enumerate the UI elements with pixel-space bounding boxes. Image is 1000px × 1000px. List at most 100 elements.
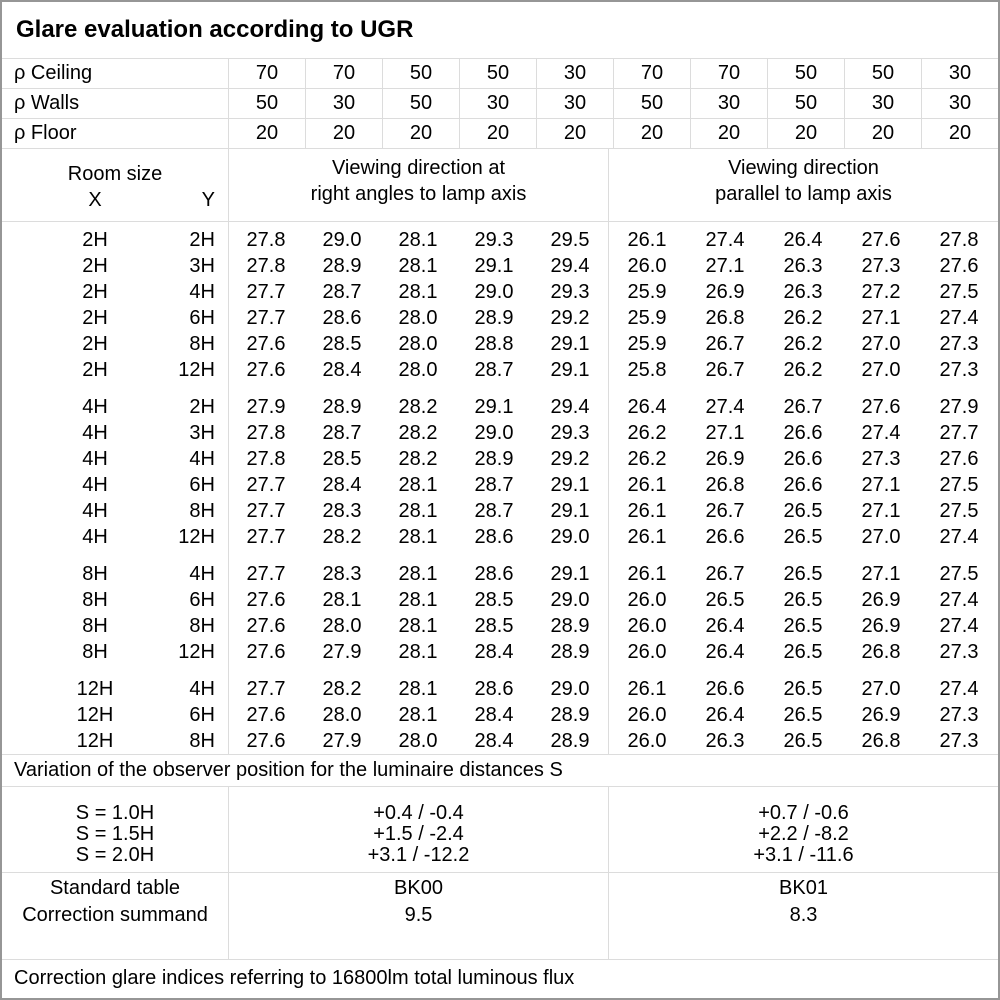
- correction-summand-label: Correction summand: [22, 904, 208, 926]
- ugr-row: 4H 12H 27.7 28.2 28.1 28.6 29.0 26.1 26.6 26.5 27.…: [2, 524, 998, 550]
- ugr-value-cross: 28.6: [474, 678, 514, 700]
- ugr-value-parallel: 27.4: [939, 589, 979, 611]
- room-size-y-value: 4H: [189, 448, 215, 470]
- ugr-value-parallel: 26.5: [705, 589, 745, 611]
- ugr-value-parallel: 26.5: [783, 678, 823, 700]
- reflectance-label: ρ Walls: [14, 92, 80, 114]
- ugr-value-cross: 29.2: [550, 307, 590, 329]
- ugr-value-cross: 28.9: [550, 730, 590, 752]
- ugr-value-parallel: 26.1: [627, 678, 667, 700]
- ugr-value-parallel: 26.8: [705, 307, 745, 329]
- ugr-value-parallel: 27.1: [705, 422, 745, 444]
- section-header-parallel-line1: Viewing direction: [728, 157, 879, 179]
- ugr-value-parallel: 26.3: [705, 730, 745, 752]
- ugr-value-cross: 27.8: [246, 229, 286, 251]
- ugr-value-cross: 28.2: [398, 396, 438, 418]
- reflectance-row: ρ Walls 50 30 50 30 30 50 30 50 30 30: [2, 89, 998, 119]
- ugr-value-cross: 28.7: [322, 281, 362, 303]
- ugr-value-cross: 28.5: [474, 589, 514, 611]
- ugr-value-cross: 27.9: [322, 730, 362, 752]
- ugr-value-parallel: 27.4: [861, 422, 901, 444]
- ugr-value-parallel: 26.5: [783, 589, 823, 611]
- ugr-value-parallel: 27.3: [939, 333, 979, 355]
- reflectance-row: ρ Ceiling 70 70 50 50 30 70 70 50 50 30: [2, 59, 998, 89]
- ugr-value-cross: 27.6: [246, 359, 286, 381]
- ugr-value-parallel: 27.4: [939, 307, 979, 329]
- s-distance-label: S = 1.0H: [75, 802, 155, 824]
- ugr-value-parallel: 26.1: [627, 500, 667, 522]
- reflectance-value: 50: [767, 59, 844, 88]
- room-size-y-value: 8H: [189, 615, 215, 637]
- ugr-value-cross: 28.6: [474, 563, 514, 585]
- ugr-value-cross: 28.2: [322, 526, 362, 548]
- reflectance-value: 30: [844, 89, 921, 118]
- ugr-value-parallel: 26.2: [627, 422, 667, 444]
- ugr-value-parallel: 27.6: [939, 255, 979, 277]
- ugr-value-cross: 28.1: [398, 563, 438, 585]
- ugr-value-parallel: 26.0: [627, 641, 667, 663]
- ugr-value-parallel: 27.6: [861, 229, 901, 251]
- ugr-value-cross: 28.1: [398, 589, 438, 611]
- ugr-row: 12H 6H 27.6 28.0 28.1 28.4 28.9 26.0 26.4 26.5 26.…: [2, 702, 998, 728]
- ugr-value-parallel: 26.1: [627, 526, 667, 548]
- ugr-value-cross: 28.6: [474, 526, 514, 548]
- room-size-x-value: 4H: [82, 422, 108, 444]
- room-size-y-value: 8H: [189, 500, 215, 522]
- ugr-value-cross: 28.2: [322, 678, 362, 700]
- room-size-y-value: 2H: [189, 229, 215, 251]
- ugr-value-cross: 27.7: [246, 526, 286, 548]
- ugr-value-cross: 29.0: [322, 229, 362, 251]
- ugr-value-parallel: 26.4: [627, 396, 667, 418]
- ugr-value-parallel: 27.3: [939, 641, 979, 663]
- room-size-y-value: 6H: [189, 474, 215, 496]
- reflectance-value: 50: [613, 89, 690, 118]
- room-size-y-value: 12H: [178, 526, 215, 548]
- ugr-value-parallel: 27.7: [939, 422, 979, 444]
- ugr-value-parallel: 26.1: [627, 563, 667, 585]
- ugr-value-cross: 28.4: [322, 474, 362, 496]
- s-distance-label: S = 1.5H: [75, 823, 155, 845]
- ugr-row: 8H 8H 27.6 28.0 28.1 28.5 28.9 26.0 26.4 26.5 26.9…: [2, 613, 998, 639]
- reflectance-value: 30: [459, 89, 536, 118]
- reflectance-label: ρ Ceiling: [14, 62, 93, 84]
- ugr-value-parallel: 26.8: [705, 474, 745, 496]
- room-size-x-value: 12H: [76, 730, 114, 752]
- ugr-value-parallel: 26.4: [705, 704, 745, 726]
- ugr-value-cross: 28.1: [398, 474, 438, 496]
- section-header-cross-line2: right angles to lamp axis: [310, 183, 527, 205]
- reflectance-value: 50: [382, 89, 459, 118]
- room-size-x-value: 4H: [82, 500, 108, 522]
- ugr-value-cross: 27.9: [246, 396, 286, 418]
- ugr-value-cross: 27.7: [246, 474, 286, 496]
- ugr-value-parallel: 27.4: [705, 396, 745, 418]
- ugr-value-parallel: 26.8: [861, 730, 901, 752]
- reflectance-value: 20: [767, 119, 844, 148]
- ugr-group: 12H 4H 27.7 28.2 28.1 28.6 29.0 26.1 26.6 26.5 27.…: [2, 676, 998, 754]
- ugr-value-cross: 28.0: [398, 730, 438, 752]
- page-title: Glare evaluation according to UGR: [2, 2, 998, 59]
- ugr-value-parallel: 26.3: [783, 255, 823, 277]
- room-size-header: Room size X Y: [2, 149, 228, 221]
- ugr-value-parallel: 26.0: [627, 704, 667, 726]
- ugr-value-parallel: 26.1: [627, 474, 667, 496]
- ugr-value-cross: 28.5: [322, 333, 362, 355]
- ugr-value-cross: 29.1: [550, 474, 590, 496]
- ugr-value-cross: 28.9: [550, 615, 590, 637]
- ugr-value-cross: 29.0: [474, 422, 514, 444]
- variation-value: +0.7 / -0.6: [758, 802, 849, 824]
- ugr-value-parallel: 26.5: [783, 615, 823, 637]
- room-size-y-value: 12H: [178, 641, 215, 663]
- ugr-value-parallel: 26.7: [783, 396, 823, 418]
- ugr-value-parallel: 27.0: [861, 678, 901, 700]
- reflectance-value: 30: [690, 89, 767, 118]
- ugr-value-cross: 29.0: [550, 589, 590, 611]
- ugr-value-parallel: 27.6: [861, 396, 901, 418]
- room-size-title: Room size: [67, 163, 163, 185]
- ugr-group: 2H 2H 27.8 29.0 28.1 29.3 29.5 26.1 27.4 26.4 27.6…: [2, 227, 998, 383]
- ugr-value-cross: 28.0: [398, 359, 438, 381]
- ugr-value-cross: 27.6: [246, 333, 286, 355]
- room-size-x-value: 2H: [82, 281, 108, 303]
- ugr-value-cross: 27.8: [246, 255, 286, 277]
- ugr-value-parallel: 26.5: [783, 563, 823, 585]
- room-size-x-value: 12H: [76, 678, 114, 700]
